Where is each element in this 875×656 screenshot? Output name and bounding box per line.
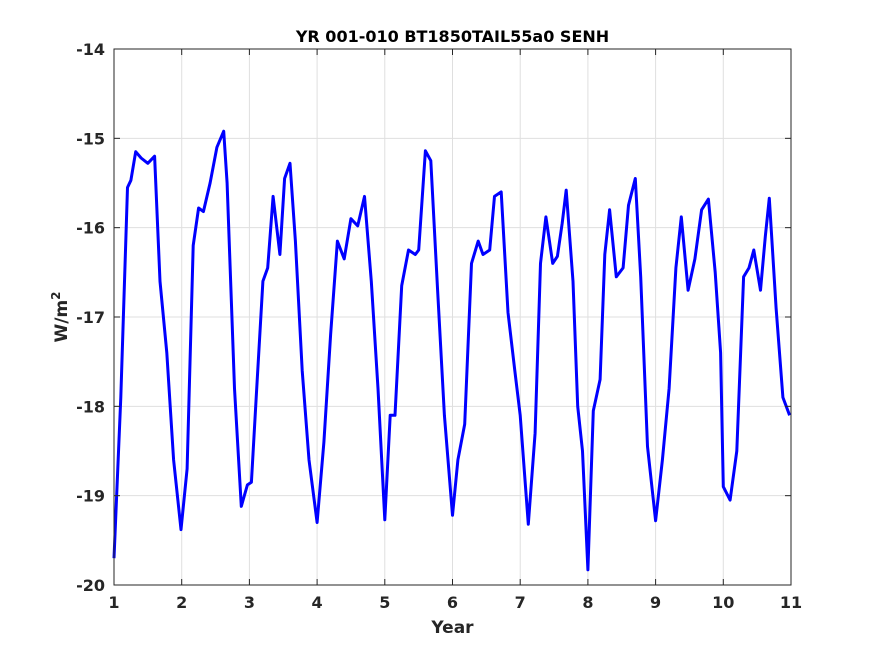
y-tick-label: -15: [76, 129, 105, 148]
x-tick-label: 6: [447, 593, 458, 612]
x-tick-labels: 1 2 3 4 5 6 7 8 9 10 11: [108, 593, 802, 612]
x-tick-label: 5: [379, 593, 390, 612]
y-tick-label: -17: [76, 308, 105, 327]
axis-ticks: [113, 48, 792, 586]
x-tick-label: 1: [108, 593, 119, 612]
x-axis-label: Year: [430, 618, 474, 638]
y-tick-labels: -20 -19 -18 -17 -16 -15 -14: [76, 40, 105, 595]
x-tick-label: 11: [780, 593, 802, 612]
x-tick-label: 4: [312, 593, 323, 612]
y-tick-label: -18: [76, 397, 105, 416]
series-line: [112, 129, 792, 572]
x-tick-label: 2: [176, 593, 187, 612]
y-tick-label: -16: [76, 219, 105, 238]
y-tick-label: -20: [76, 576, 105, 595]
y-axis-label-base: W/m: [52, 300, 72, 343]
x-tick-label: 9: [650, 593, 661, 612]
y-axis-label: W/m2: [49, 291, 72, 342]
y-tick-label: -19: [76, 487, 105, 506]
x-tick-label: 10: [712, 593, 734, 612]
x-tick-label: 3: [244, 593, 255, 612]
chart-title: YR 001-010 BT1850TAIL55a0 SENH: [295, 27, 609, 46]
x-tick-label: 7: [515, 593, 526, 612]
y-axis-label-superscript: 2: [49, 291, 63, 299]
x-tick-label: 8: [582, 593, 593, 612]
y-tick-label: -14: [76, 40, 105, 59]
